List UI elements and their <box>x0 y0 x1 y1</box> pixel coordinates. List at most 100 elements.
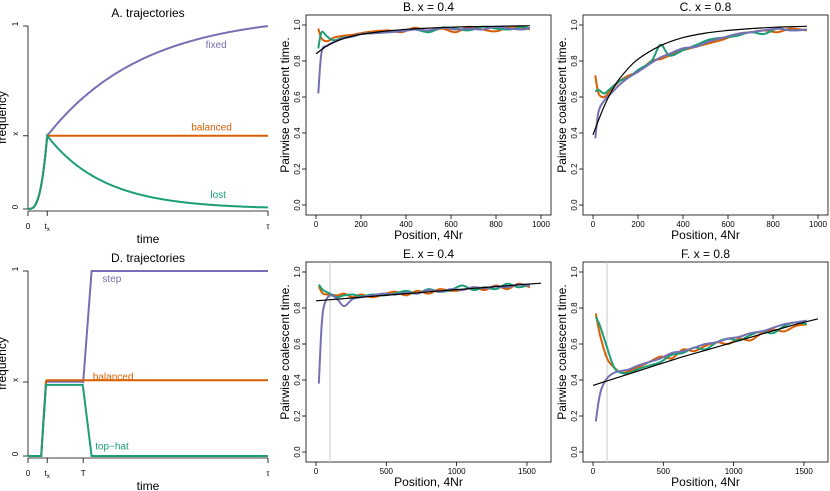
x-tick-label: 400 <box>676 220 690 229</box>
x-axis-label: Position, 4Nr <box>671 475 740 489</box>
x-tick-label: τ <box>266 469 270 478</box>
y-tick-label: 0.6 <box>293 91 302 103</box>
x-axis-label: Position, 4Nr <box>671 228 740 242</box>
series-label-step: step <box>102 274 121 285</box>
series-sim-purple <box>594 319 807 422</box>
y-tick-label: 1.0 <box>570 266 579 278</box>
x-tick-label: 800 <box>489 220 503 229</box>
panel-c: 0 200 400 600 800 1000 0.0 0.2 0.4 0.6 0.8 1.0 C. x … <box>555 0 829 242</box>
y-tick-label: 0.0 <box>293 199 302 211</box>
series-fixed <box>28 25 269 210</box>
x-tick-label: 1500 <box>518 467 536 476</box>
x-tick-label: tx <box>45 469 50 480</box>
x-tick-label: T <box>81 469 86 478</box>
series-sim-orange <box>594 313 807 374</box>
series-theory <box>592 318 819 386</box>
y-axis-label: Pairwise coalescent time. <box>278 284 292 419</box>
y-tick-label: 0.2 <box>570 410 579 422</box>
y-tick-label: 0.2 <box>293 410 302 422</box>
x-tick-label: 400 <box>399 220 413 229</box>
panel-f: 0 500 1000 1500 0.0 0.2 0.4 0.6 0.8 1.0 F. x = 0.8… <box>555 247 829 489</box>
x-axis-label: Position, 4Nr <box>394 228 463 242</box>
x-tick-label: 600 <box>721 220 735 229</box>
x-tick-label: 1000 <box>725 467 743 476</box>
panel-title: E. x = 0.4 <box>403 247 454 261</box>
y-tick-label: 0.0 <box>293 446 302 458</box>
series-label-balanced: balanced <box>191 122 232 133</box>
series-lost <box>28 133 269 210</box>
y-tick-label: 0.8 <box>570 302 579 314</box>
x-tick-label: 1500 <box>795 467 813 476</box>
y-axis-label: Pairwise coalescent time. <box>555 284 569 419</box>
x-tick-label: 1000 <box>448 467 466 476</box>
y-tick-label: 0.6 <box>293 338 302 350</box>
y-tick-label: 1.0 <box>293 266 302 278</box>
x-axis-label: Position, 4Nr <box>394 475 463 489</box>
plot-frame <box>305 261 552 463</box>
x-tick-label: 200 <box>631 220 645 229</box>
panel-title: A. trajectories <box>111 6 184 20</box>
y-tick-label: 0.6 <box>570 338 579 350</box>
y-tick-label: 0.6 <box>570 91 579 103</box>
series-top-hat <box>28 383 268 457</box>
y-tick-label: 1.0 <box>570 19 579 31</box>
y-axis-label: Pairwise coalescent time. <box>555 37 569 172</box>
panel-b: 0 200 400 600 800 1000 0.0 0.2 0.4 0.6 0.8 1.0 B. x … <box>278 0 552 242</box>
plot-frame <box>305 14 552 216</box>
x-axis-label: time <box>137 232 160 246</box>
panel-title: F. x = 0.8 <box>681 247 730 261</box>
panel-e: 0 500 1000 1500 0.0 0.2 0.4 0.6 0.8 1.0 E. x = 0.4… <box>278 247 552 489</box>
series-theory <box>592 25 807 136</box>
x-tick-label: τ <box>266 222 270 231</box>
series-label-lost: lost <box>210 190 226 201</box>
y-tick-label: 0.8 <box>293 55 302 67</box>
y-axis-label: frequency <box>0 91 9 144</box>
y-axis-label: frequency <box>0 337 9 390</box>
y-tick-label: 1.0 <box>293 19 302 31</box>
x-tick-label: 0 <box>26 469 31 478</box>
x-axis-label: time <box>137 479 160 491</box>
y-tick-label: 0 <box>11 451 20 456</box>
y-tick-label: 0.2 <box>570 163 579 175</box>
y-tick-label: 0 <box>11 204 20 209</box>
y-tick-label: 1 <box>11 21 20 26</box>
y-tick-label: 0.4 <box>293 127 302 139</box>
x-tick-label: 0 <box>314 220 319 229</box>
series-theory <box>315 25 530 55</box>
panel-title: C. x = 0.8 <box>680 0 732 14</box>
x-tick-label: 500 <box>380 467 394 476</box>
y-tick-label: 0.8 <box>570 55 579 67</box>
x-tick-label: tx <box>45 222 50 233</box>
y-tick-label: x <box>11 132 20 136</box>
series-sim-green <box>594 27 807 95</box>
series-sim-orange <box>594 27 807 99</box>
series-sim-purple <box>594 27 807 139</box>
series-label-fixed: fixed <box>206 40 227 51</box>
panel-title: D. trajectories <box>111 251 185 265</box>
y-tick-label: 0.2 <box>293 163 302 175</box>
x-tick-label: 500 <box>657 467 671 476</box>
x-tick-label: 600 <box>444 220 458 229</box>
y-tick-label: 0.0 <box>570 199 579 211</box>
x-tick-label: 0 <box>591 467 596 476</box>
x-tick-label: 0 <box>26 222 31 231</box>
y-tick-label: x <box>11 378 20 382</box>
plot-frame <box>582 261 829 463</box>
y-axis-label: Pairwise coalescent time. <box>278 37 292 172</box>
y-tick-label: 0.4 <box>293 374 302 386</box>
panel-title: B. x = 0.4 <box>403 0 454 14</box>
x-tick-label: 1000 <box>809 220 827 229</box>
series-balanced <box>28 134 268 210</box>
x-tick-label: 0 <box>314 467 319 476</box>
x-tick-label: 800 <box>766 220 780 229</box>
y-tick-label: 0.8 <box>293 302 302 314</box>
y-tick-label: 0.4 <box>570 374 579 386</box>
panel-a: 0 x 1 0 tx τ A. trajectories time frequency fixed… <box>0 6 270 246</box>
plot-frame <box>582 14 829 216</box>
y-tick-label: 0.4 <box>570 127 579 139</box>
x-tick-label: 1000 <box>532 220 550 229</box>
series-theory <box>315 282 542 302</box>
y-tick-label: 1 <box>11 266 20 271</box>
